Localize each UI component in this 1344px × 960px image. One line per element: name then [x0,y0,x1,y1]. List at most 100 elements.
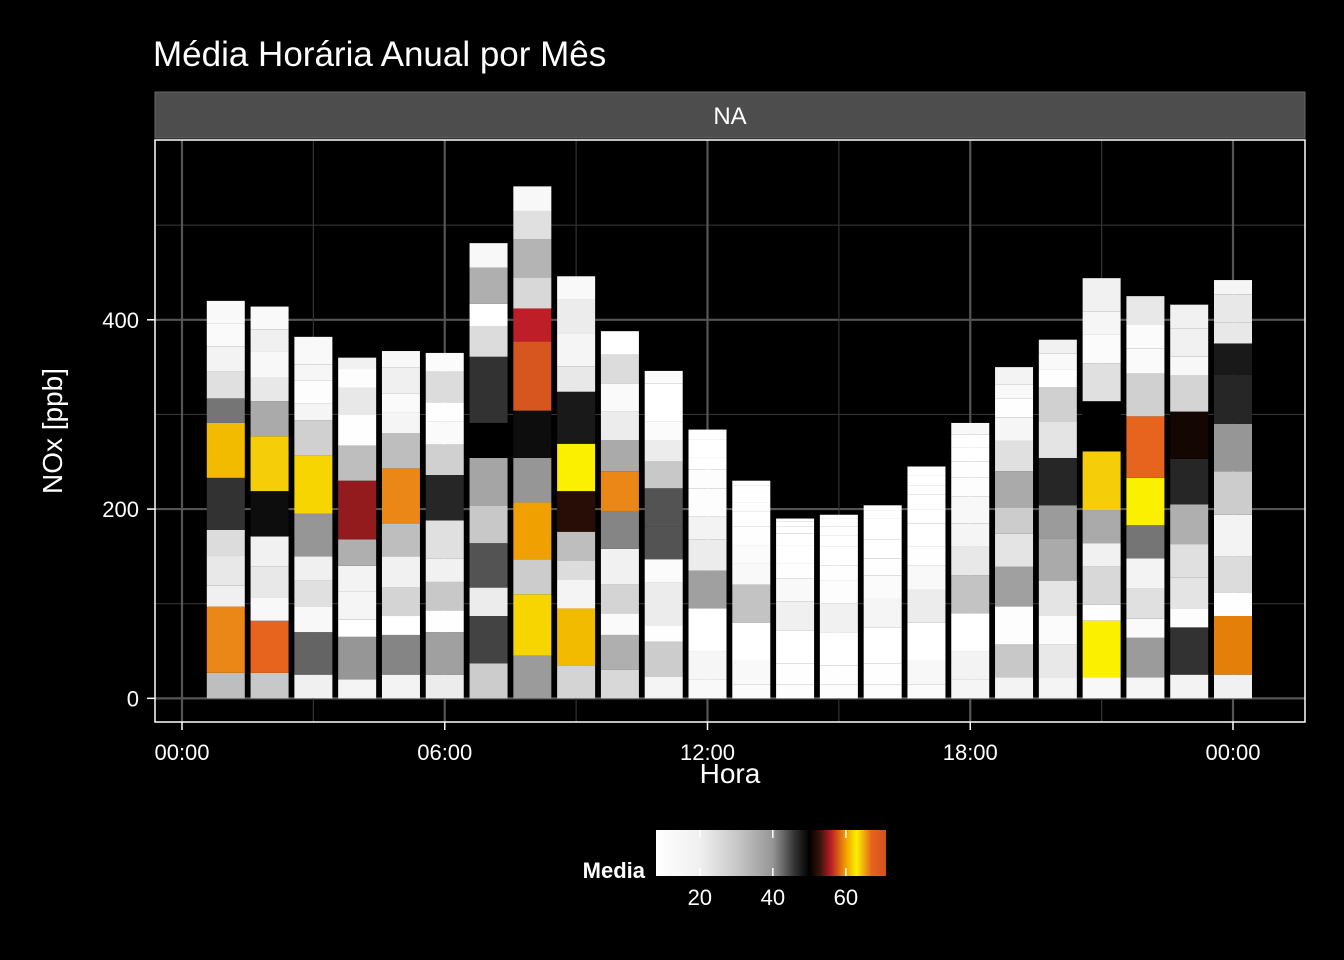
bar-segment [1126,324,1165,349]
bar-segment [294,364,333,381]
bar-segment [250,672,289,699]
bar-segment [1038,580,1077,617]
bar-segment [557,579,596,609]
bar-segment [907,565,946,590]
bar-segment [907,509,946,524]
bar-segment [688,457,727,470]
bar-segment [1126,477,1165,526]
bar-segment [644,625,683,642]
bar-segment [776,684,815,699]
bar-segment [907,523,946,547]
legend-colorbar [656,830,886,876]
y-tick-label: 400 [102,308,139,333]
bar-segment [557,560,596,580]
bar-segment [863,558,902,576]
bar-segment [732,584,771,623]
bar-segment [513,210,552,240]
bar-segment [513,308,552,342]
bar-segment [907,589,946,623]
bar-segment [907,466,946,476]
bar-segment [907,622,946,661]
bar-segment [206,585,245,607]
bar-segment [600,669,639,699]
bar-segment [995,507,1034,534]
bar-segment [688,448,727,458]
bar-segment [600,613,639,635]
bar-segment [338,619,377,637]
bar-segment [425,352,464,372]
bar-segment [776,545,815,564]
bar-segment [732,660,771,685]
bar-segment [206,555,245,586]
bar-segment [644,383,683,422]
bar-segment [381,351,420,368]
bar-segment [513,186,552,211]
bar-segment [644,641,683,677]
bar-segment [1082,677,1121,699]
bar-segment [732,502,771,512]
bar-segment [425,581,464,611]
bar-segment [1038,505,1077,539]
bar-segment [206,422,245,478]
bar-segment [1082,604,1121,621]
bar-segment [381,393,420,413]
bar-segment [425,610,464,633]
bar-segment [951,422,990,435]
bar-segment [1126,588,1165,619]
bar-segment [688,679,727,699]
bar-segment [995,644,1034,678]
bar-segment [1214,280,1252,295]
bar-segment [294,580,333,607]
bar-segment [557,608,596,666]
bar-segment [688,539,727,571]
bar-segment [776,563,815,579]
bar-segment [513,502,552,560]
bar-segment [513,239,552,278]
bar-segment [338,357,377,370]
bar-segment [294,420,333,456]
bar-segment [294,513,333,557]
bar-segment [732,563,771,585]
bar-segment [1170,577,1209,609]
bar-segment [469,505,508,544]
bar-segment [425,402,464,422]
bar-segment [819,632,858,666]
bar-segment [732,492,771,503]
bar-segment [907,546,946,566]
bar-segment [425,371,464,403]
x-axis: 00:00 06:00 12:00 18:00 00:00 [154,722,1261,765]
bar-segment [863,598,902,628]
bar-segment [995,533,1034,567]
bar-segment [1170,674,1209,699]
legend-title: Media [583,858,646,883]
bar-segment [557,665,596,699]
bar-segment [469,267,508,304]
bar-segment [294,606,333,633]
bar-segment [1214,294,1252,323]
bar-segment [206,323,245,347]
bar-segment [688,439,727,449]
bar-segment [425,632,464,675]
bar-segment [1082,311,1121,335]
bar-segment [1082,278,1121,312]
bar-segment [338,591,377,620]
bar-segment [644,582,683,626]
bar-segment [250,566,289,598]
bar-segment [863,539,902,559]
bar-segment [1214,674,1252,699]
bar-segment [688,469,727,489]
bar-segment [1038,538,1077,581]
bar-segment [819,526,858,536]
bar-segment [338,414,377,446]
bar-segment [425,444,464,476]
bar-segment [1170,627,1209,675]
bar-segment [600,331,639,355]
bar-segment [819,535,858,547]
bar-segment [425,520,464,559]
bar-segment [995,677,1034,699]
bar-segment [863,663,902,685]
bar-segment [776,526,815,534]
bar-segment [732,622,771,661]
bar-segment [250,351,289,378]
bar-segment [688,608,727,652]
